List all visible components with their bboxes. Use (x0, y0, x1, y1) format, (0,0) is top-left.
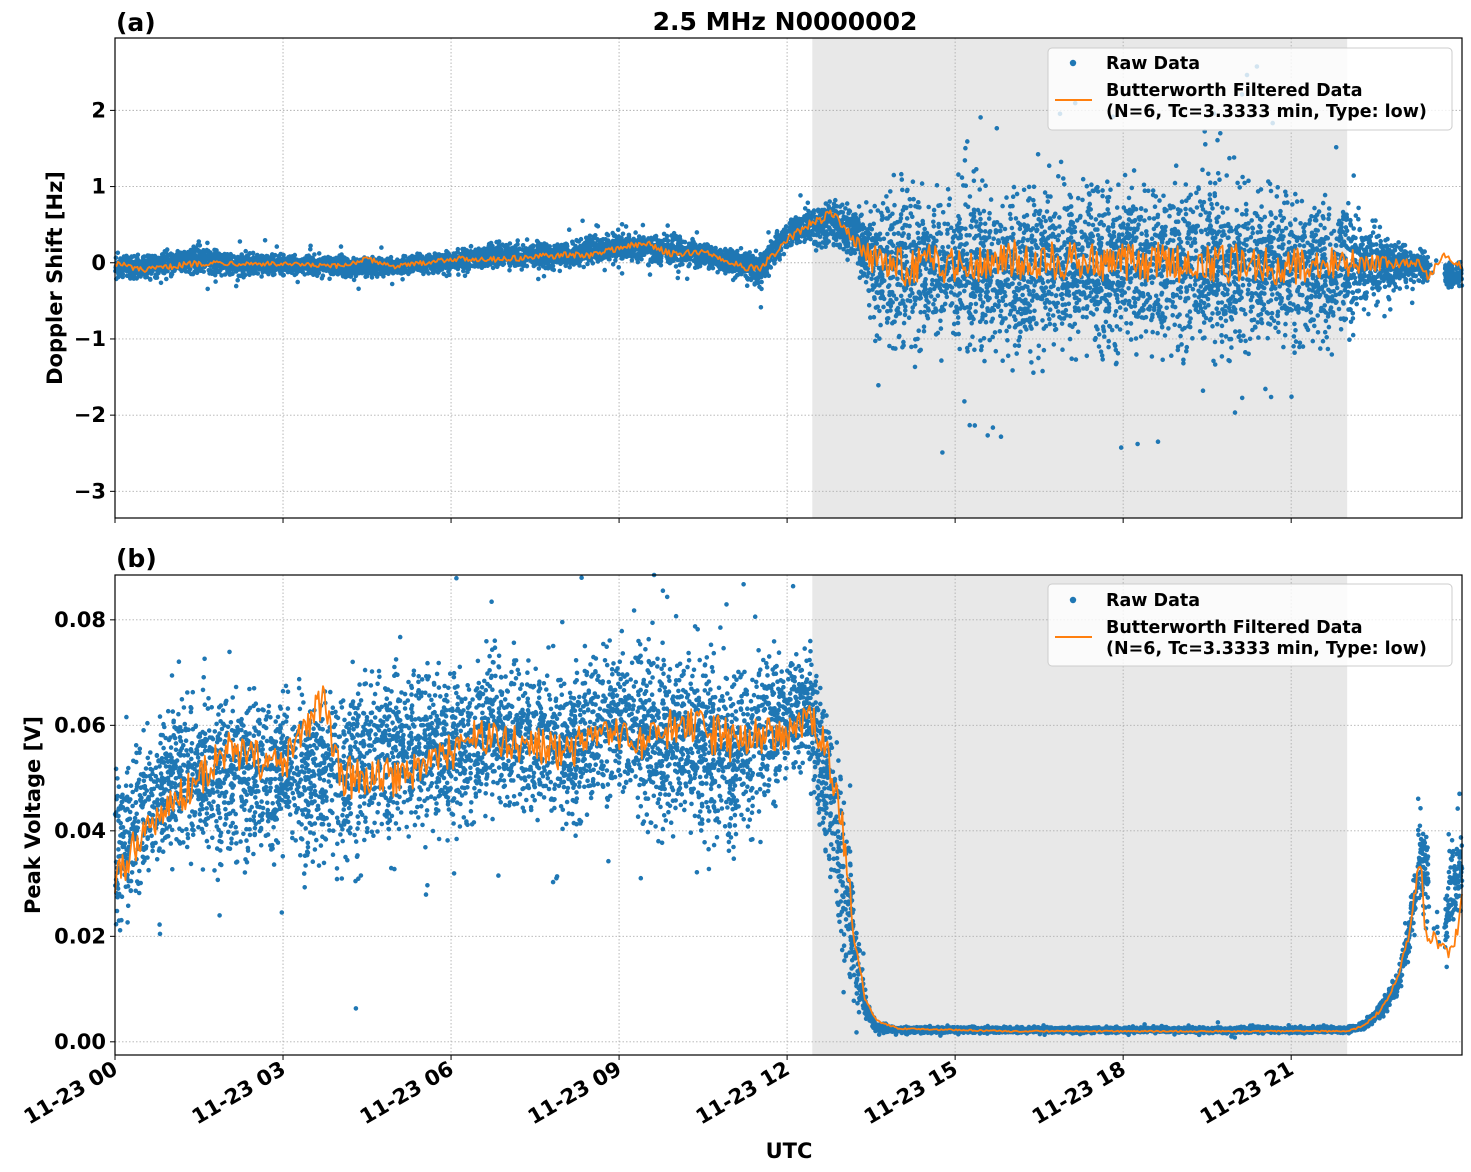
panel-a-legend-filtered-label-line2: (N=6, Tc=3.3333 min, Type: low) (1106, 102, 1427, 122)
panel-a-plot-area (113, 64, 1465, 455)
raw-data-markers (113, 64, 1465, 455)
x-axis-label: UTC (766, 1139, 813, 1163)
x-tick-label: 11-23 06 (356, 1057, 458, 1130)
y-tick-label: −2 (74, 403, 106, 427)
panel-a-legend-raw-marker (1069, 59, 1077, 67)
y-tick-label: 0.02 (54, 924, 106, 948)
y-tick-label: −3 (74, 479, 106, 503)
panel-b-frame (114, 574, 1463, 1056)
panel-b-legend-raw-marker (1069, 596, 1077, 604)
filtered-line-path (114, 209, 1463, 287)
panel-a-label: (a) (116, 8, 156, 37)
x-tick-label: 11-23 03 (188, 1057, 290, 1130)
panel-b-legend-box (1047, 583, 1453, 667)
panel-b-legend: Raw Data Butterworth Filtered Data (N=6,… (1047, 583, 1453, 667)
x-tick-label: 11-23 15 (860, 1057, 962, 1130)
y-tick-label: 0 (91, 251, 106, 275)
panel-a-legend-raw-label: Raw Data (1106, 54, 1200, 74)
panel-b-y-axis-label: Peak Voltage [V] (21, 716, 45, 914)
x-tick-label: 11-23 09 (524, 1057, 626, 1130)
panel-b-peak-voltage: (b) 0.000.020.040.060.08 11-23 00 11-23 0… (20, 544, 1465, 1163)
panel-a-legend-filtered-label-line1: Butterworth Filtered Data (1106, 81, 1363, 101)
x-tick-label: 11-23 18 (1028, 1057, 1130, 1130)
panel-a-y-ticks: −3 −2 −1 0 1 2 (74, 98, 115, 503)
panel-b-filtered-line (114, 685, 1463, 1033)
panel-b-y-ticks: 0.00 0.02 0.04 0.06 0.08 (54, 608, 115, 1054)
y-tick-label: 0.00 (54, 1030, 106, 1054)
panel-a-frame (114, 37, 1463, 519)
y-tick-label: 0.06 (54, 713, 106, 737)
panel-b-x-ticks: 11-23 00 11-23 03 11-23 06 11-23 09 11-23 12… (20, 1055, 1298, 1129)
panel-b-legend-raw-label: Raw Data (1106, 591, 1200, 611)
panel-b-label: (b) (116, 544, 157, 573)
panel-b-legend-filtered-label-line1: Butterworth Filtered Data (1106, 618, 1363, 638)
x-tick-label: 11-23 21 (1196, 1057, 1298, 1130)
raw-data-markers (112, 572, 1465, 1040)
panel-b-legend-filtered-label-line2: (N=6, Tc=3.3333 min, Type: low) (1106, 639, 1427, 659)
filtered-line-path (114, 685, 1463, 1033)
panel-b-raw-data-points (112, 572, 1465, 1040)
y-tick-label: 0.08 (54, 608, 106, 632)
figure-title: 2.5 MHz N0000002 (653, 7, 918, 36)
panel-a-doppler: (a) −3 −2 −1 0 1 2 Doppler Shift [Hz] Raw Dat… (43, 8, 1465, 523)
y-tick-label: −1 (74, 327, 106, 351)
y-tick-label: 1 (91, 175, 106, 199)
panel-b-plot-area (112, 572, 1465, 1040)
panel-a-y-axis-label: Doppler Shift [Hz] (43, 171, 67, 385)
panel-a-x-ticks (114, 518, 1292, 523)
y-tick-label: 2 (91, 98, 106, 122)
panel-a-filtered-line (114, 209, 1463, 287)
panel-a-legend: Raw Data Butterworth Filtered Data (N=6,… (1047, 47, 1453, 131)
x-tick-label: 11-23 00 (20, 1057, 122, 1130)
x-tick-label: 11-23 12 (692, 1057, 794, 1130)
panel-a-raw-data-points (113, 64, 1465, 455)
panel-a-legend-box (1047, 47, 1453, 131)
y-tick-label: 0.04 (54, 819, 106, 843)
